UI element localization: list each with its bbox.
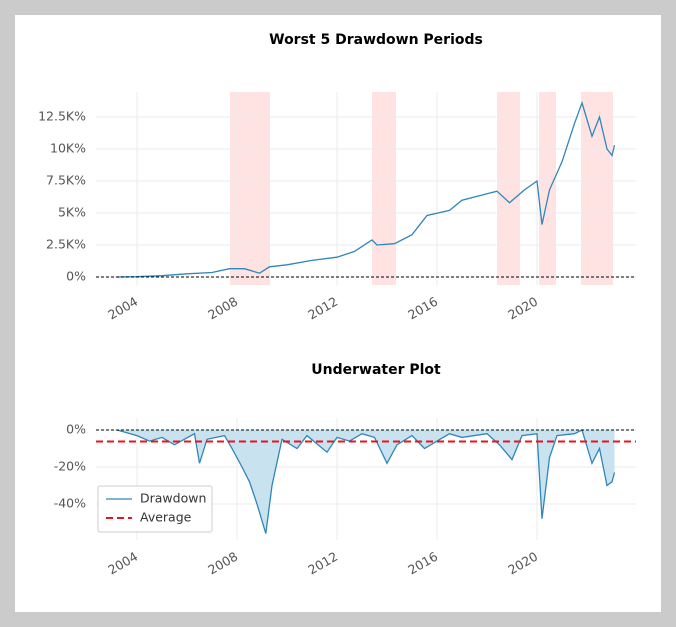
drawdown-period xyxy=(581,92,613,285)
drawdown-period xyxy=(230,92,270,285)
chart-title: Worst 5 Drawdown Periods xyxy=(269,32,483,48)
y-tick-label: 0% xyxy=(66,422,86,437)
line xyxy=(116,429,616,534)
legend: Drawdown Average xyxy=(97,485,213,533)
y-tick-label: 2.5K% xyxy=(46,236,86,251)
drawdown-period xyxy=(372,92,396,285)
chart-title: Underwater Plot xyxy=(311,362,441,378)
area-fill xyxy=(117,430,615,534)
line xyxy=(116,100,616,278)
drawdown-period xyxy=(497,92,520,285)
y-tick-label: 5K% xyxy=(58,204,86,219)
y-tick-label: 7.5K% xyxy=(46,172,86,187)
legend-box xyxy=(97,485,213,533)
legend-label: Drawdown xyxy=(140,491,206,506)
y-tick-label: 12.5K% xyxy=(38,108,86,123)
y-tick-label: -20% xyxy=(54,458,86,473)
legend-label: Average xyxy=(140,510,192,525)
drawdown-period xyxy=(539,92,556,285)
y-tick-label: -40% xyxy=(54,495,86,510)
y-tick-label: 10K% xyxy=(50,140,86,155)
y-tick-label: 0% xyxy=(66,268,86,283)
